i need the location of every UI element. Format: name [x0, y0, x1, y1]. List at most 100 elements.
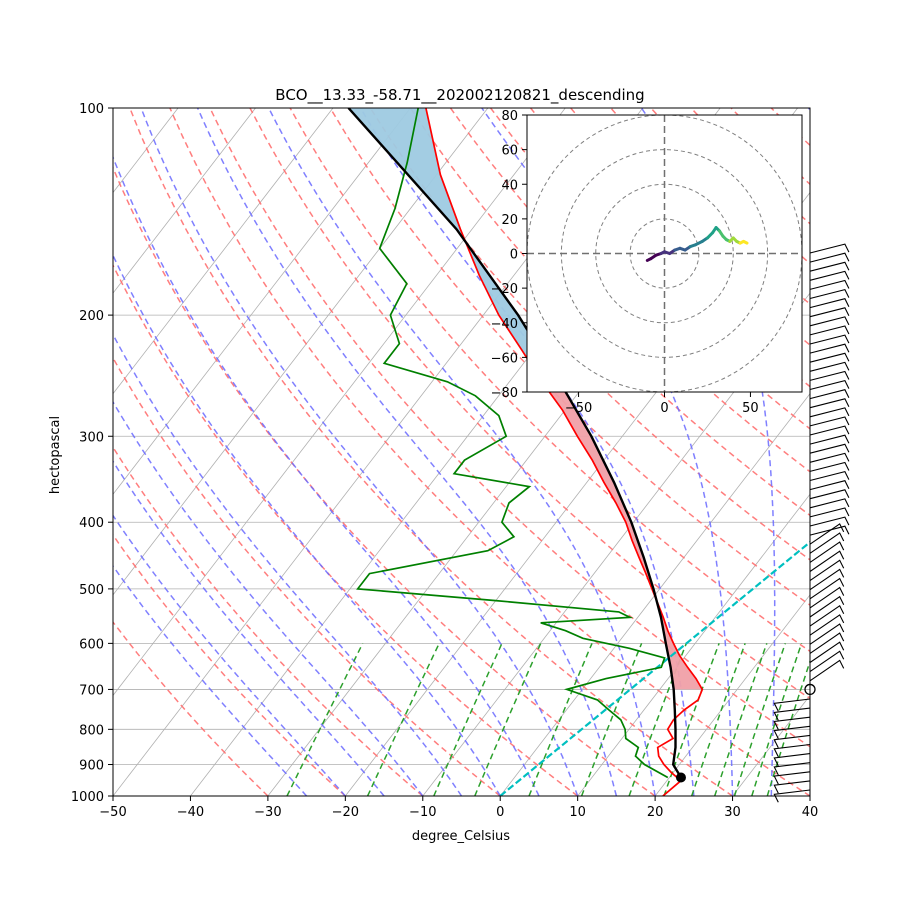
isotherm-gridline — [113, 108, 489, 596]
x-tick-label: 20 — [647, 805, 664, 820]
wind-barbs — [773, 243, 850, 803]
isotherm-gridline — [113, 108, 566, 697]
wind-barb — [809, 641, 845, 663]
isotherm-gridline — [577, 493, 810, 796]
wind-barb — [809, 443, 850, 454]
wind-barb — [809, 525, 850, 536]
skewt-clip-group — [113, 108, 810, 796]
wind-barb — [809, 416, 850, 427]
wind-barb — [773, 743, 811, 758]
y-tick-label: 400 — [79, 516, 104, 531]
wind-barb — [809, 532, 845, 554]
hodograph-inset: −50 0 50 80 60 40 20 0 −20 −40 −60 −80 — [491, 109, 803, 416]
wind-barb — [809, 659, 845, 682]
wind-barb — [809, 614, 845, 636]
dry-adiabat-line — [289, 108, 810, 653]
hodograph-y-tick-label: 80 — [501, 109, 518, 124]
dry-adiabat-line — [113, 533, 346, 796]
dry-adiabat-line — [169, 108, 810, 796]
lcl-dashed-line — [499, 540, 810, 796]
wind-barb — [809, 288, 850, 300]
dry-adiabat-line — [113, 445, 424, 796]
wind-barb — [809, 379, 850, 391]
x-tick-label: 0 — [496, 805, 504, 820]
x-tick-label: 30 — [724, 805, 741, 820]
x-axis-label: degree_Celsius — [412, 829, 510, 844]
wind-barb — [809, 507, 850, 518]
mixing-ratio-line — [580, 643, 643, 796]
wind-barb — [809, 325, 850, 336]
moist-adiabat-line — [113, 253, 501, 796]
hodograph-y-tick-label: −60 — [491, 351, 518, 366]
wind-barb — [809, 523, 845, 545]
wind-barb — [809, 279, 850, 290]
wind-barb — [809, 298, 850, 309]
skewt-plot-area — [113, 108, 810, 796]
wind-barb — [773, 716, 811, 730]
wind-barb — [809, 650, 845, 673]
moist-adiabat-line — [113, 155, 540, 796]
wind-barb — [773, 780, 811, 794]
wind-barb — [809, 398, 850, 409]
x-tick-label: −20 — [332, 805, 359, 820]
wind-barb — [809, 632, 845, 654]
y-axis-label: hectopascal — [48, 416, 63, 494]
wind-barb — [809, 577, 845, 600]
hodograph-y-tick-label: 0 — [510, 248, 518, 263]
wind-barb — [809, 425, 850, 436]
dry-adiabat-line — [113, 356, 501, 796]
wind-barb — [773, 698, 811, 712]
hodograph-y-tick-label: 20 — [501, 213, 518, 228]
wind-barb — [809, 516, 850, 527]
mixing-ratio-line — [751, 643, 803, 796]
wind-barb — [809, 489, 850, 500]
wind-barb — [809, 470, 850, 482]
wind-barb — [809, 307, 850, 318]
y-tick-label: 700 — [79, 683, 104, 698]
wind-barb — [809, 352, 850, 363]
wind-barb — [773, 789, 811, 803]
wind-barb — [773, 771, 811, 785]
wind-barb — [809, 550, 845, 572]
mixing-ratio-line — [733, 643, 787, 796]
wind-barb — [809, 316, 850, 327]
moist-adiabat-line — [268, 108, 656, 796]
wind-barb — [809, 343, 850, 354]
isotherm-gridline — [113, 108, 256, 294]
wind-barb — [809, 461, 850, 472]
y-tick-label: 900 — [79, 759, 104, 774]
y-tick-label: 800 — [79, 723, 104, 738]
hodograph-x-tick-label: 0 — [660, 401, 668, 416]
wind-barb — [809, 604, 845, 627]
wind-barb — [773, 734, 811, 748]
wind-barb — [809, 623, 845, 645]
wind-barb — [809, 261, 850, 272]
y-tick-label: 300 — [79, 430, 104, 445]
mixing-ratio-line — [713, 643, 768, 796]
moist-adiabat-line — [113, 564, 308, 796]
isotherm-gridline — [654, 594, 810, 796]
y-tick-label: 100 — [79, 102, 104, 117]
mixing-ratio-line — [366, 643, 440, 796]
isotherm-gridline — [499, 393, 810, 796]
x-tick-label: 40 — [802, 805, 819, 820]
cape-shading — [348, 108, 560, 382]
x-tick-label: −30 — [254, 805, 281, 820]
hodograph-y-tick-label: −40 — [491, 317, 518, 332]
x-tick-label: −10 — [409, 805, 436, 820]
wind-barb — [809, 389, 850, 400]
wind-barb — [809, 559, 845, 582]
x-tick-label: 10 — [569, 805, 586, 820]
wind-barb — [809, 480, 850, 491]
mixing-ratio-line — [528, 643, 593, 796]
isotherm-gridline — [113, 108, 334, 395]
dry-adiabat-line — [113, 263, 579, 796]
mixing-ratio-line — [663, 643, 720, 796]
wind-barb — [773, 753, 811, 767]
moist-adiabat-line — [113, 333, 463, 796]
wind-barb — [809, 370, 850, 381]
surface-parcel-marker — [675, 772, 686, 783]
wind-barb — [809, 586, 845, 609]
wind-barb — [773, 725, 811, 739]
